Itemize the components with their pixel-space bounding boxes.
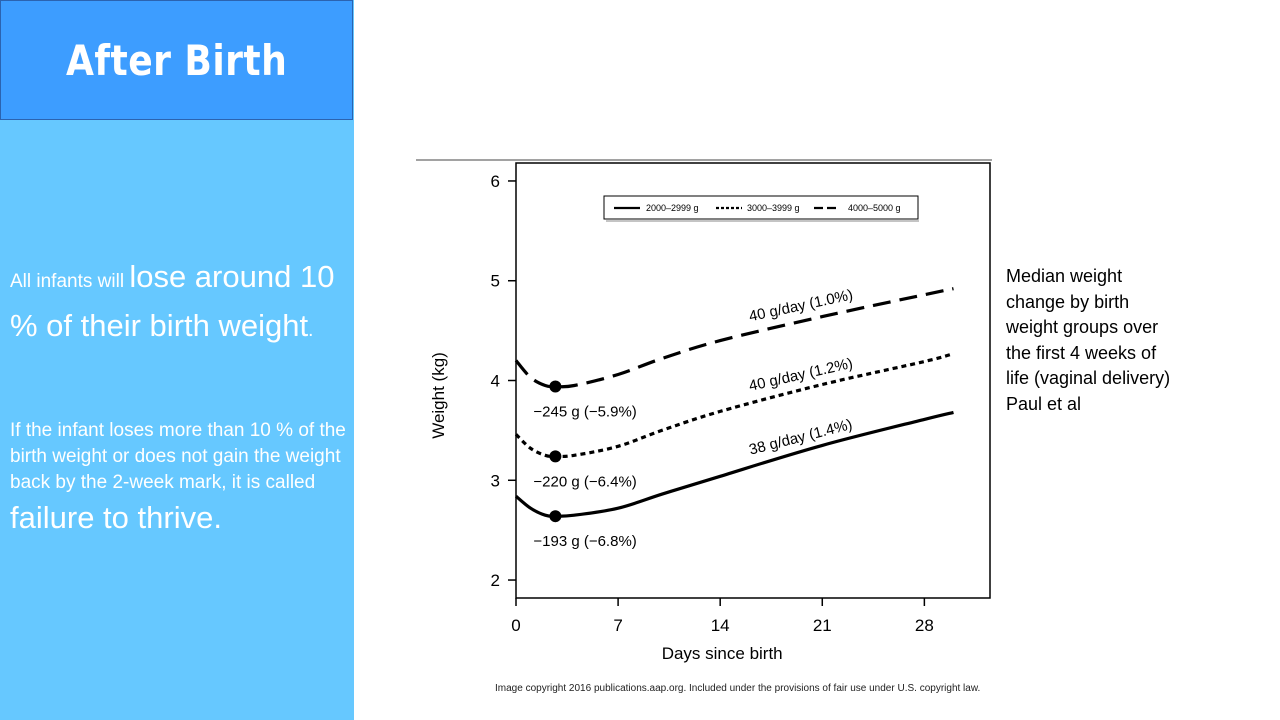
para1-small: All infants will bbox=[10, 271, 130, 292]
series-line-dotted bbox=[514, 352, 954, 459]
para1-end: . bbox=[308, 320, 314, 341]
x-tick-label: 28 bbox=[915, 616, 934, 635]
paragraph-weight-loss: All infants will lose around 10 % of the… bbox=[10, 255, 350, 353]
x-tick-label: 21 bbox=[813, 616, 832, 635]
chart-container: 2 3 4 5 6 0 7 14 21 28 Days since birth Weight (kg)… bbox=[410, 155, 1000, 675]
min-label: −245 g (−5.9%) bbox=[533, 403, 636, 420]
caption-line: life (vaginal delivery) bbox=[1006, 368, 1171, 388]
x-tick-label: 7 bbox=[613, 616, 622, 635]
slide-title: After Birth bbox=[65, 35, 288, 85]
chart-caption: Median weight change by birth weight group… bbox=[1006, 264, 1206, 417]
min-point-marker bbox=[549, 510, 562, 523]
para2-small: If the infant loses more than 10 % of th… bbox=[10, 420, 346, 493]
rate-label: 40 g/day (1.0%) bbox=[747, 286, 854, 325]
legend-entry: 2000–2999 g bbox=[646, 203, 699, 213]
weight-chart: 2 3 4 5 6 0 7 14 21 28 Days since birth Weight (kg)… bbox=[416, 159, 992, 663]
series-line-solid bbox=[514, 410, 954, 518]
para2-big: failure to thrive. bbox=[10, 500, 222, 535]
caption-line: Median weight bbox=[1006, 266, 1123, 286]
caption-line: weight groups over bbox=[1006, 317, 1159, 337]
y-tick-label: 3 bbox=[491, 471, 500, 490]
caption-line: change by birth bbox=[1006, 291, 1130, 312]
min-point-marker bbox=[549, 450, 562, 463]
y-axis-label: Weight (kg) bbox=[429, 352, 448, 439]
x-tick-label: 0 bbox=[511, 616, 520, 635]
copyright-notice: Image copyright 2016 publications.aap.or… bbox=[495, 683, 981, 694]
min-point-marker bbox=[549, 380, 562, 393]
para1-big: lose around 10 % of their birth weight bbox=[10, 259, 335, 343]
y-tick-label: 6 bbox=[491, 172, 500, 191]
y-tick-label: 4 bbox=[491, 372, 500, 391]
x-axis-label: Days since birth bbox=[662, 644, 783, 663]
series-line-dashed bbox=[514, 287, 954, 389]
paragraph-failure-to-thrive: If the infant loses more than 10 % of th… bbox=[10, 418, 350, 540]
caption-line: Paul et al bbox=[1006, 393, 1082, 414]
legend-entry: 4000–5000 g bbox=[848, 203, 901, 213]
y-tick-label: 2 bbox=[491, 571, 500, 590]
caption-line: the first 4 weeks of bbox=[1006, 342, 1157, 363]
legend-entry: 3000–3999 g bbox=[747, 203, 800, 213]
min-label: −193 g (−6.8%) bbox=[533, 533, 636, 550]
x-tick-label: 14 bbox=[711, 616, 730, 635]
title-box: After Birth bbox=[0, 0, 353, 120]
min-label: −220 g (−6.4%) bbox=[533, 473, 636, 490]
y-tick-label: 5 bbox=[491, 272, 500, 291]
legend-box bbox=[603, 195, 919, 220]
left-panel: After Birth All infants will lose around… bbox=[0, 0, 354, 720]
